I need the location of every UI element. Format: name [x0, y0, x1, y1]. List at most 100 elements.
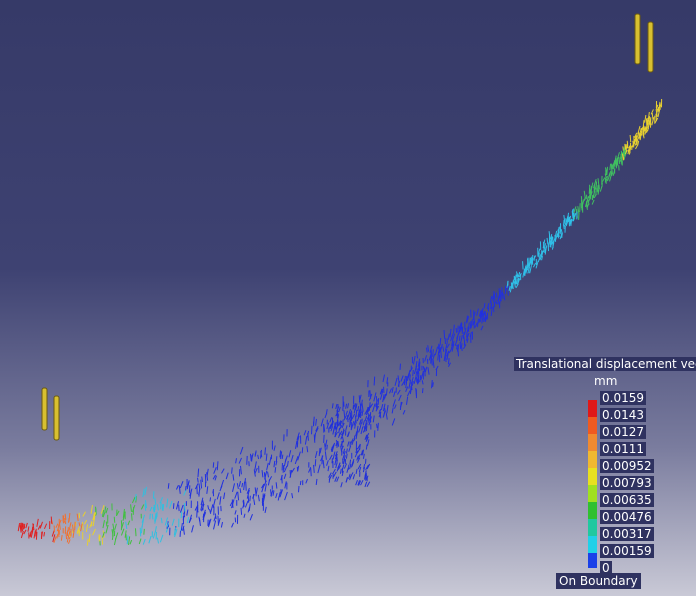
- vector-arrow: [386, 413, 387, 419]
- vector-arrow: [350, 464, 351, 469]
- legend-label: 0.0143: [600, 408, 646, 422]
- vector-arrow: [226, 473, 228, 479]
- vector-arrow: [130, 540, 132, 544]
- vector-arrow: [291, 455, 293, 462]
- vector-arrow: [462, 347, 463, 351]
- vector-arrow: [221, 480, 224, 488]
- vector-arrow: [168, 483, 169, 489]
- legend-label: 0.0127: [600, 425, 646, 439]
- vector-arrow: [392, 407, 393, 413]
- vector-arrow: [141, 526, 142, 533]
- vector-arrow: [106, 508, 108, 513]
- vector-arrow: [160, 497, 163, 503]
- vector-arrow: [131, 513, 132, 520]
- vector-arrow: [221, 522, 222, 527]
- vector-arrow: [636, 145, 638, 149]
- vector-arrow: [328, 466, 329, 471]
- vector-arrow: [160, 535, 163, 542]
- vector-arrow: [433, 360, 434, 368]
- vector-arrow: [129, 536, 130, 544]
- vector-arrow: [346, 477, 347, 482]
- vector-arrow: [205, 474, 206, 483]
- vector-arrow: [141, 504, 143, 509]
- vector-arrow: [285, 481, 287, 488]
- vector-arrow: [496, 300, 497, 304]
- vector-arrow: [378, 423, 379, 431]
- vector-arrow: [417, 368, 418, 377]
- vector-arrow: [342, 465, 343, 470]
- vector-arrow: [533, 263, 535, 267]
- vector-arrow: [221, 469, 224, 474]
- vector-arrow: [413, 356, 415, 364]
- vector-arrow: [250, 514, 252, 520]
- vector-arrow: [389, 388, 391, 393]
- vector-arrow: [289, 450, 291, 457]
- vector-arrow: [61, 535, 62, 541]
- vector-arrow: [179, 485, 180, 493]
- vector-arrow: [352, 414, 354, 419]
- vector-arrow: [339, 407, 341, 412]
- vector-arrow: [454, 325, 455, 334]
- vector-arrow: [240, 466, 241, 474]
- vector-arrow: [409, 380, 411, 389]
- vector-arrow: [255, 461, 257, 470]
- vector-arrow: [645, 115, 646, 123]
- vector-arrow: [337, 413, 338, 418]
- vector-arrow: [477, 319, 478, 327]
- legend-label: 0.00476: [600, 510, 654, 524]
- vector-arrow: [250, 496, 251, 501]
- vector-arrow: [265, 447, 266, 454]
- vector-arrow: [235, 510, 236, 514]
- vector-arrow: [199, 483, 200, 489]
- vector-arrow: [93, 531, 95, 535]
- vector-arrow: [307, 446, 308, 452]
- vector-arrow: [362, 403, 363, 412]
- vector-arrow: [254, 499, 255, 505]
- vector-arrow: [127, 535, 128, 544]
- vector-arrow: [600, 186, 602, 192]
- vector-arrow: [305, 436, 306, 444]
- vector-arrow: [398, 375, 399, 380]
- vector-arrow: [407, 391, 410, 396]
- vector-arrow: [406, 379, 407, 388]
- vector-arrow: [266, 454, 267, 461]
- vector-arrow: [337, 425, 338, 430]
- vector-arrow: [115, 524, 117, 530]
- vector-arrow: [354, 408, 355, 413]
- vector-arrow: [22, 523, 23, 532]
- vector-arrow: [333, 452, 335, 460]
- clamp-pin: [648, 22, 653, 72]
- vector-arrow: [155, 526, 156, 532]
- vector-arrow: [276, 482, 277, 488]
- vector-arrow: [258, 455, 259, 459]
- vector-arrow: [91, 505, 92, 514]
- vector-arrow: [217, 492, 219, 499]
- color-band: [588, 434, 597, 451]
- vector-arrow: [269, 476, 272, 481]
- vector-arrow: [374, 377, 375, 386]
- vector-arrow: [367, 482, 370, 487]
- vector-arrow: [471, 319, 472, 328]
- vector-arrow: [298, 452, 301, 461]
- vector-arrow: [584, 191, 585, 200]
- vector-arrow: [37, 519, 38, 527]
- vector-arrow: [422, 380, 423, 384]
- vector-arrow: [610, 164, 611, 170]
- vector-arrow: [192, 525, 194, 532]
- vector-arrow: [327, 460, 329, 465]
- vector-arrow: [450, 329, 451, 337]
- vector-arrow: [198, 469, 199, 477]
- vector-arrow: [282, 455, 283, 459]
- vector-arrow: [66, 532, 67, 539]
- vector-arrow: [155, 498, 156, 505]
- legend-unit: mm: [592, 374, 619, 388]
- vector-arrow: [344, 410, 345, 419]
- vector-arrow: [265, 507, 266, 513]
- vector-arrow: [332, 447, 333, 452]
- vector-arrow: [491, 307, 492, 316]
- vector-arrow: [304, 430, 306, 435]
- vector-arrow: [262, 470, 263, 477]
- vector-arrow: [180, 505, 183, 513]
- vector-arrow: [163, 504, 164, 511]
- vector-arrow: [504, 294, 505, 301]
